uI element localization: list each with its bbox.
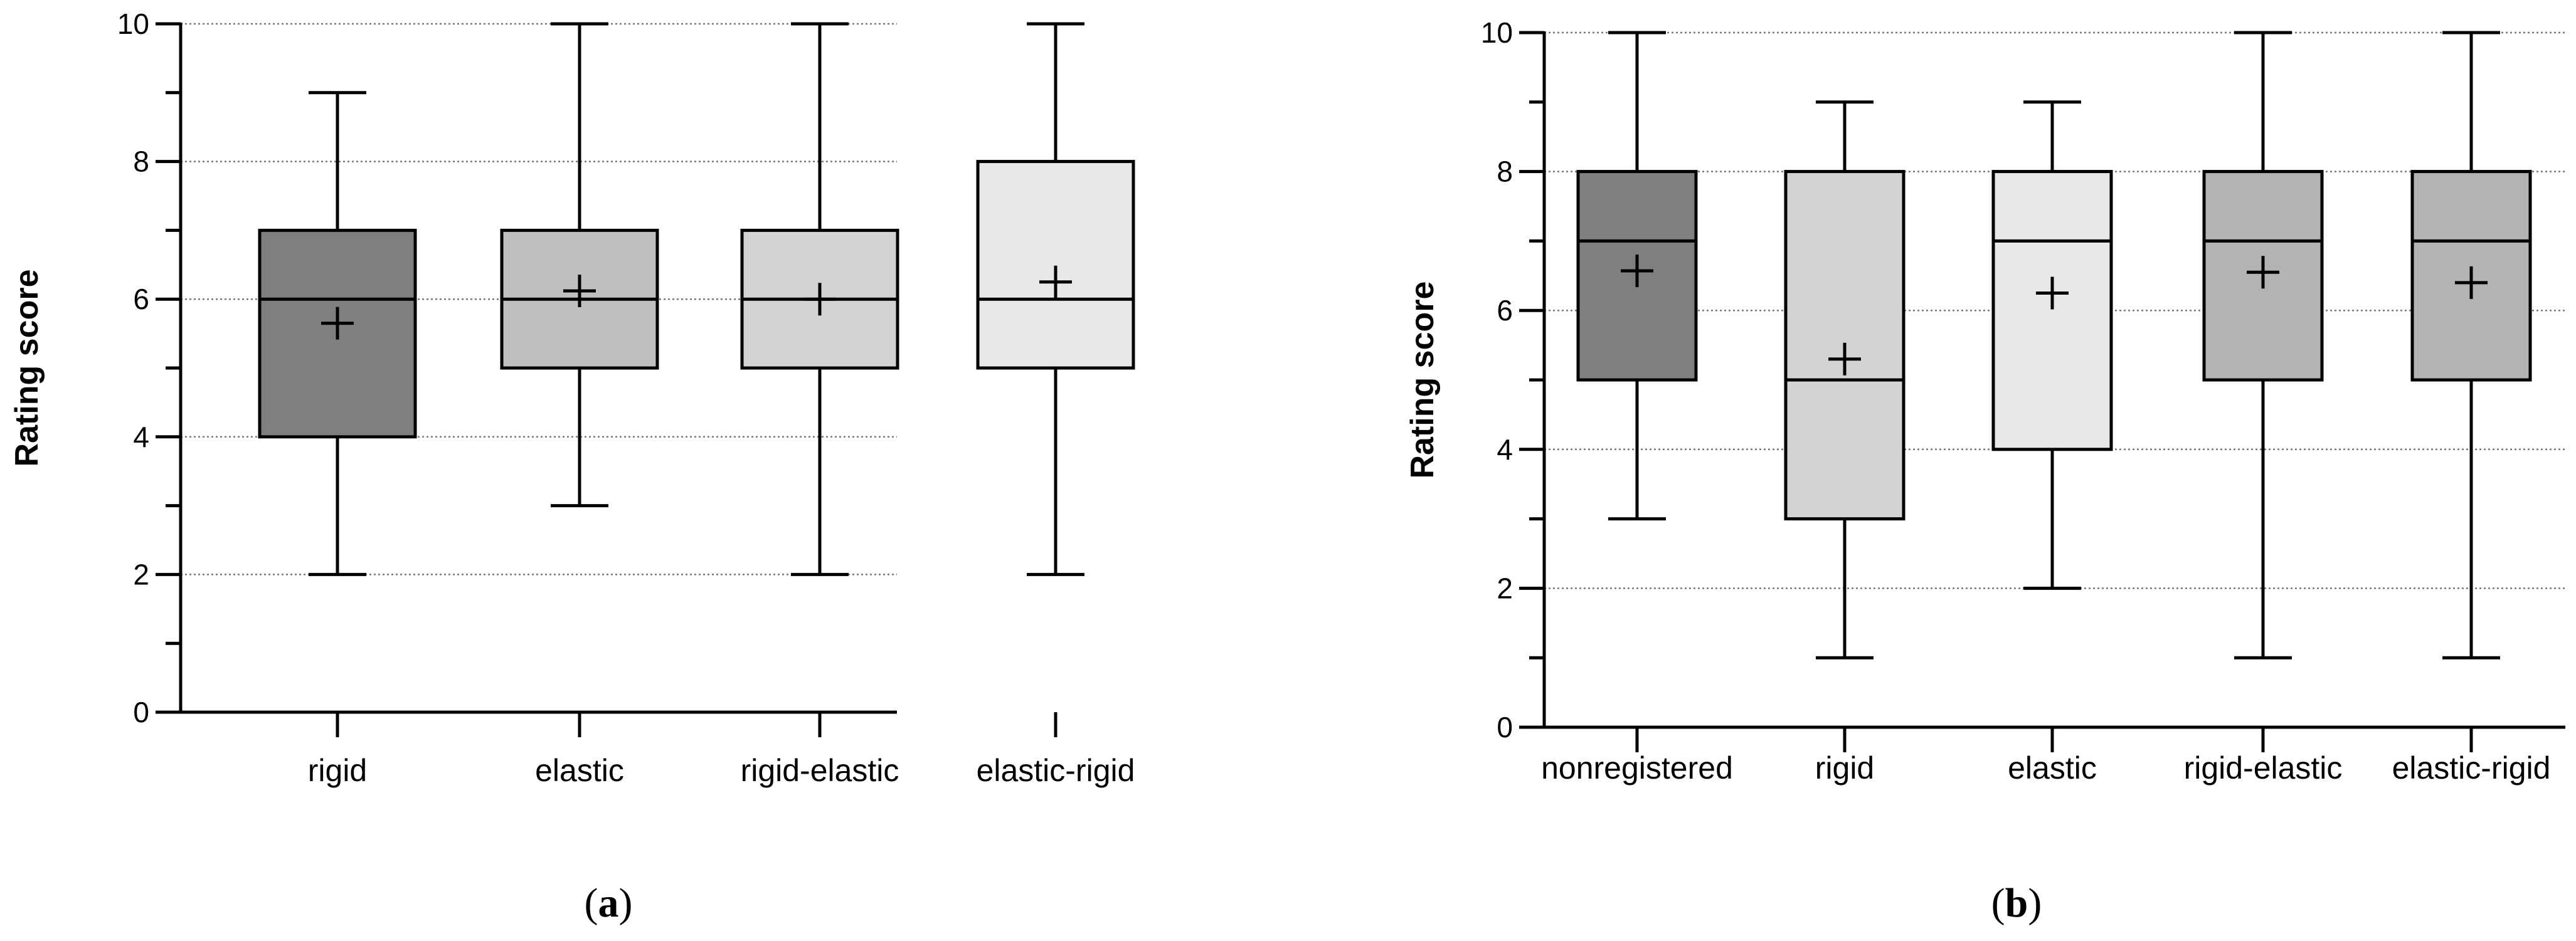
chart-a-panel-label-close-paren: ): [619, 880, 633, 926]
chart-b-box-elastic: elastic: [1991, 100, 2113, 786]
chart-a-y-tick-label: 6: [133, 283, 149, 315]
chart-b-y-tick-label: 0: [1497, 711, 1513, 744]
chart-a-panel-label: (a): [585, 880, 633, 926]
chart-b-box-nonregistered: nonregistered: [1541, 31, 1733, 786]
chart-b: 0 2 4 6 8 10 Rating score nonregistered rigid ela…: [1404, 16, 2565, 926]
chart-a-y-tick-label: 0: [133, 696, 149, 728]
chart-a-panel-label-open-paren: (: [585, 880, 598, 926]
chart-a-y-tick-label: 8: [133, 145, 149, 178]
chart-b-category-label-rigid: rigid: [1815, 750, 1874, 786]
chart-b-panel-label-letter: b: [2005, 880, 2028, 926]
chart-b-y-tick-label: 2: [1497, 572, 1513, 604]
chart-b-box-elastic-rigid: elastic-rigid: [2392, 31, 2551, 786]
chart-b-panel-label: (b): [1991, 880, 2042, 926]
chart-a-y-tick-label: 2: [133, 558, 149, 591]
chart-b-y-tick-label: 6: [1497, 294, 1513, 327]
chart-b-category-label-elastic-rigid: elastic-rigid: [2392, 750, 2551, 786]
chart-b-panel-label-close-paren: ): [2028, 880, 2042, 926]
chart-a: 0 2 4 6 8 10 Rating score rigid elastic rigid-ela…: [9, 8, 1135, 926]
chart-b-y-tick-label: 8: [1497, 155, 1513, 188]
chart-a-y-tick-label: 4: [133, 421, 149, 453]
chart-a-box-rigid-elastic: rigid-elastic: [740, 22, 899, 788]
chart-a-iqr-box-elastic-rigid: [976, 160, 1135, 370]
chart-b-box-rigid: rigid: [1784, 100, 1905, 786]
chart-a-category-label-rigid-elastic: rigid-elastic: [741, 753, 899, 788]
chart-a-panel-label-letter: a: [598, 880, 619, 926]
chart-b-category-label-elastic: elastic: [2008, 750, 2097, 786]
chart-a-y-tick-label: 10: [117, 8, 149, 40]
chart-a-box-elastic-rigid: elastic-rigid: [976, 22, 1135, 788]
chart-b-category-label-nonregistered: nonregistered: [1541, 750, 1733, 786]
chart-a-box-rigid: rigid: [258, 91, 417, 788]
chart-a-category-label-elastic-rigid: elastic-rigid: [977, 753, 1135, 788]
chart-a-category-label-elastic: elastic: [535, 753, 624, 788]
chart-b-iqr-box-elastic: [1991, 170, 2113, 451]
chart-a-category-label-rigid: rigid: [308, 753, 367, 788]
chart-a-y-axis-title: Rating score: [9, 270, 45, 467]
chart-b-box-rigid-elastic: rigid-elastic: [2184, 31, 2343, 786]
chart-b-panel-label-open-paren: (: [1991, 880, 2005, 926]
chart-b-y-axis-title: Rating score: [1404, 281, 1441, 479]
chart-b-y-tick-label: 10: [1481, 16, 1513, 49]
chart-a-box-elastic: elastic: [500, 22, 659, 788]
chart-b-y-tick-label: 4: [1497, 433, 1513, 466]
chart-b-category-label-rigid-elastic: rigid-elastic: [2184, 750, 2343, 786]
